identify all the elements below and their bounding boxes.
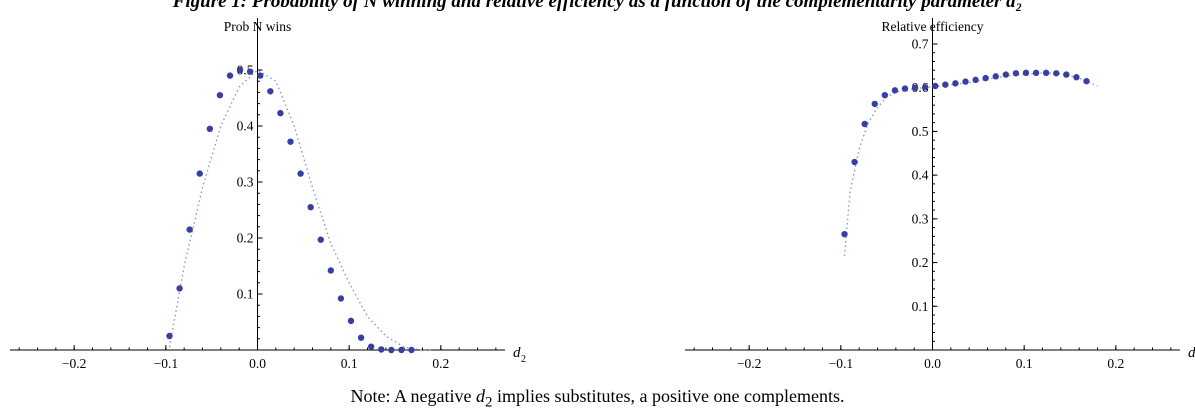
data-point — [206, 125, 214, 132]
note-text-before: Note: A negative — [350, 386, 476, 406]
x-tick-label: 0.2 — [1107, 356, 1124, 371]
data-point — [932, 82, 939, 90]
data-point — [1022, 69, 1030, 77]
x-tick-label: 0.1 — [1016, 356, 1033, 371]
data-point — [236, 66, 244, 74]
data-point — [1063, 71, 1070, 78]
data-point — [287, 138, 294, 145]
data-point — [246, 68, 254, 75]
note-text-after: implies substitutes, a positive one comp… — [492, 386, 845, 406]
data-point — [962, 78, 969, 85]
data-point — [267, 88, 274, 95]
data-point — [881, 91, 889, 99]
data-point — [186, 226, 193, 233]
x-axis-label: d — [1188, 345, 1195, 361]
chart-title: Prob N wins — [224, 19, 292, 34]
y-tick-label: 0.2 — [912, 255, 929, 270]
y-tick-label: 0.1 — [237, 287, 254, 302]
data-point — [911, 84, 919, 91]
y-tick-label: 0.2 — [237, 231, 254, 246]
x-tick-label: −0.1 — [829, 356, 854, 371]
data-point — [176, 285, 183, 292]
data-point — [307, 204, 314, 211]
data-point — [327, 267, 335, 274]
data-point — [1012, 70, 1020, 77]
data-point — [347, 317, 355, 325]
data-point — [257, 72, 264, 79]
data-point — [337, 295, 345, 302]
data-point — [921, 84, 929, 91]
x-tick-label: 0.0 — [924, 356, 941, 371]
data-point — [841, 230, 848, 238]
figure-caption: Figure 1: Probability of N winning and r… — [0, 0, 1195, 14]
data-point — [216, 92, 224, 99]
data-point — [901, 85, 909, 92]
y-tick-label: 0.1 — [912, 299, 929, 314]
figure-caption-text: Figure 1: Probability of N winning and r… — [172, 0, 1023, 12]
figure-note: Note: A negative d2 implies substitutes,… — [0, 386, 1195, 412]
fitted-curve-line — [843, 72, 1098, 257]
data-point — [226, 72, 234, 79]
data-point — [378, 346, 385, 353]
data-point — [166, 332, 173, 340]
x-axis-label-subscript: 2 — [521, 354, 526, 365]
x-tick-label: 0.0 — [249, 356, 266, 371]
data-point — [388, 346, 395, 354]
data-point — [861, 120, 868, 128]
x-tick-label: −0.2 — [62, 356, 87, 371]
x-tick-label: −0.1 — [154, 356, 179, 371]
data-point — [851, 158, 858, 166]
note-var: d — [476, 386, 485, 406]
y-tick-label: 0.7 — [912, 37, 929, 52]
note-var-sub: 2 — [485, 394, 493, 411]
data-point — [1053, 70, 1060, 77]
data-point — [871, 100, 878, 108]
data-point — [1073, 74, 1080, 81]
data-point — [972, 76, 979, 84]
data-point — [317, 236, 324, 243]
y-tick-label: 0.5 — [912, 124, 929, 139]
data-point — [942, 81, 949, 88]
relative-efficiency-chart: −0.2 −0.1 0.0 0.1 0.20.10.20.30.40.50.60.7Re… — [685, 18, 1195, 371]
y-tick-label: 0.4 — [912, 168, 929, 183]
data-point — [992, 73, 999, 80]
y-tick-label: 0.3 — [237, 175, 254, 190]
x-tick-label: −0.2 — [737, 356, 762, 371]
data-point — [1002, 71, 1010, 78]
data-point — [408, 346, 415, 354]
x-tick-label: 0.2 — [432, 356, 449, 371]
x-axis-label: d — [513, 345, 521, 361]
data-point — [398, 346, 405, 354]
data-point — [367, 343, 375, 350]
chart-title: Relative efficiency — [881, 19, 983, 34]
data-point — [891, 87, 899, 94]
data-point — [982, 74, 989, 82]
y-tick-label: 0.3 — [912, 211, 929, 226]
y-tick-label: 0.4 — [237, 119, 254, 134]
data-point — [1083, 77, 1090, 85]
data-point — [1032, 69, 1040, 77]
x-tick-label: 0.1 — [341, 356, 358, 371]
data-point — [357, 334, 365, 341]
fitted-curve-line — [168, 69, 432, 351]
data-point — [196, 170, 203, 177]
data-point — [277, 109, 284, 117]
data-point — [297, 170, 304, 177]
data-point — [1042, 69, 1050, 77]
data-point — [952, 80, 959, 87]
